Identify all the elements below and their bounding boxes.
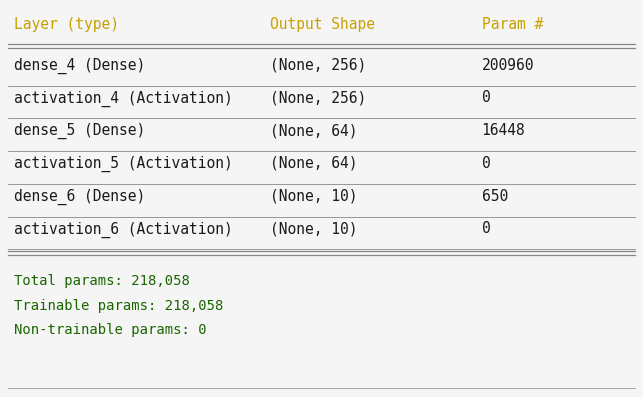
- Text: (None, 10): (None, 10): [270, 189, 358, 204]
- Text: (None, 10): (None, 10): [270, 222, 358, 236]
- Text: dense_5 (Dense): dense_5 (Dense): [14, 123, 145, 139]
- Text: 0: 0: [482, 222, 491, 236]
- Text: Total params: 218,058: Total params: 218,058: [14, 274, 190, 288]
- Text: (None, 64): (None, 64): [270, 123, 358, 138]
- Text: 0: 0: [482, 91, 491, 106]
- Text: Param #: Param #: [482, 17, 543, 32]
- Text: (None, 64): (None, 64): [270, 156, 358, 171]
- Text: activation_5 (Activation): activation_5 (Activation): [14, 156, 233, 172]
- Text: activation_6 (Activation): activation_6 (Activation): [14, 222, 233, 237]
- Text: 16448: 16448: [482, 123, 525, 138]
- Text: 0: 0: [482, 156, 491, 171]
- Text: Non-trainable params: 0: Non-trainable params: 0: [14, 324, 207, 337]
- Text: (None, 256): (None, 256): [270, 91, 367, 106]
- Text: 200960: 200960: [482, 58, 534, 73]
- Text: (None, 256): (None, 256): [270, 58, 367, 73]
- Text: Output Shape: Output Shape: [270, 17, 376, 32]
- Text: dense_6 (Dense): dense_6 (Dense): [14, 189, 145, 205]
- Text: dense_4 (Dense): dense_4 (Dense): [14, 58, 145, 74]
- Text: 650: 650: [482, 189, 508, 204]
- Text: activation_4 (Activation): activation_4 (Activation): [14, 91, 233, 107]
- Text: Layer (type): Layer (type): [14, 17, 119, 32]
- Text: Trainable params: 218,058: Trainable params: 218,058: [14, 299, 224, 312]
